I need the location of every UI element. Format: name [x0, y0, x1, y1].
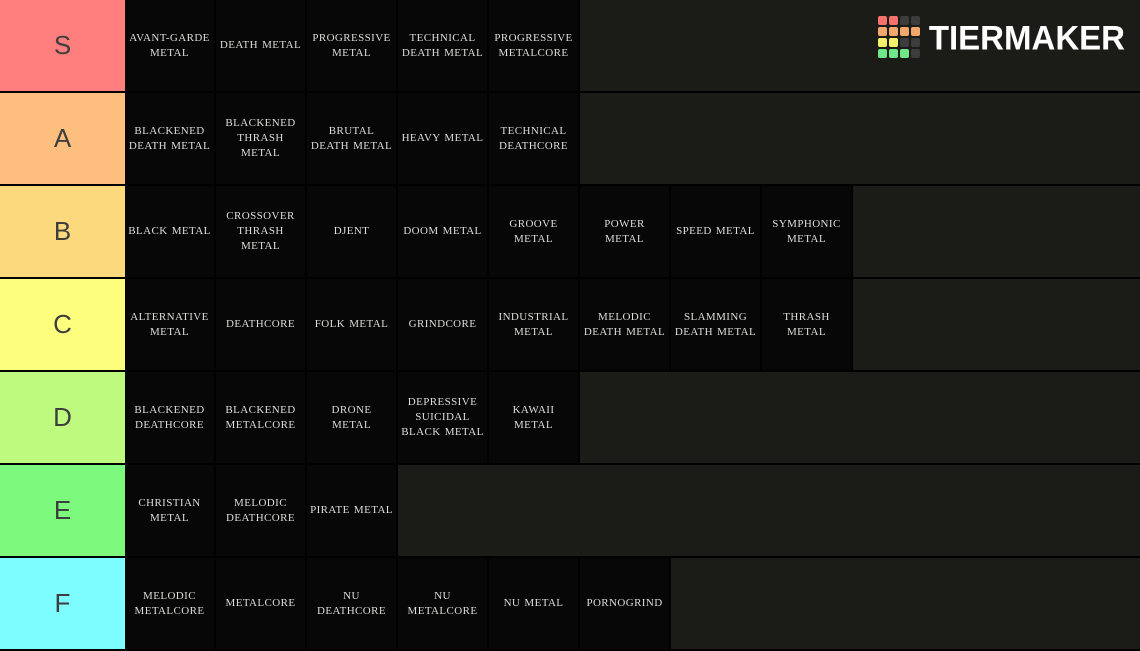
grid-square — [877, 27, 887, 36]
tier-item[interactable]: DEATH METAL — [216, 0, 307, 91]
tier-item[interactable]: TECHNICAL DEATHCORE — [489, 93, 580, 184]
tier-item[interactable]: SPEED METAL — [671, 186, 762, 277]
tier-item[interactable]: PROGRESSIVE METALCORE — [489, 0, 580, 91]
tier-row-a: A BLACKENED DEATH METAL BLACKENED THRASH… — [0, 93, 1140, 184]
tier-item[interactable]: NU METAL — [489, 558, 580, 649]
tier-tiles: MELODIC METALCORE METALCORE NU DEATHCORE… — [125, 558, 671, 649]
tier-label-e: E — [0, 465, 125, 556]
grid-square — [877, 16, 887, 25]
tier-tiles: BLACKENED DEATH METAL BLACKENED THRASH M… — [125, 93, 580, 184]
grid-square — [888, 16, 898, 25]
row-empty-space — [580, 0, 1140, 91]
grid-square — [899, 27, 909, 36]
tier-item[interactable]: PIRATE METAL — [307, 465, 398, 556]
row-empty-space — [580, 372, 1140, 463]
grid-square — [910, 16, 920, 25]
tier-tiles: BLACK METAL CROSSOVER THRASH METAL DJENT… — [125, 186, 853, 277]
tier-item[interactable]: MELODIC DEATHCORE — [216, 465, 307, 556]
tier-item[interactable]: THRASH METAL — [762, 279, 853, 370]
tier-item[interactable]: DEPRESSIVE SUICIDAL BLACK METAL — [398, 372, 489, 463]
tier-tiles: BLACKENED DEATHCORE BLACKENED METALCORE … — [125, 372, 580, 463]
tier-label-f: F — [0, 558, 125, 649]
tier-item[interactable]: BLACKENED THRASH METAL — [216, 93, 307, 184]
tier-item[interactable]: GROOVE METAL — [489, 186, 580, 277]
grid-square — [899, 16, 909, 25]
tier-tiles: CHRISTIAN METAL MELODIC DEATHCORE PIRATE… — [125, 465, 398, 556]
grid-square — [910, 49, 920, 58]
tier-item[interactable]: PORNOGRIND — [580, 558, 671, 649]
grid-square — [888, 38, 898, 47]
tier-item[interactable]: METALCORE — [216, 558, 307, 649]
tier-item[interactable]: SLAMMING DEATH METAL — [671, 279, 762, 370]
tier-item[interactable]: INDUSTRIAL METAL — [489, 279, 580, 370]
tier-item[interactable]: KAWAII METAL — [489, 372, 580, 463]
row-empty-space — [580, 93, 1140, 184]
tier-label-d: D — [0, 372, 125, 463]
tier-item[interactable]: DEATHCORE — [216, 279, 307, 370]
tiermaker-logo: TIERMAKER — [877, 16, 1125, 58]
grid-square — [910, 27, 920, 36]
tier-label-b: B — [0, 186, 125, 277]
tier-row-s: S AVANT-GARDE METAL DEATH METAL PROGRESS… — [0, 0, 1140, 91]
row-empty-space — [398, 465, 1140, 556]
tier-item[interactable]: ALTERNATIVE METAL — [125, 279, 216, 370]
tier-item[interactable]: BLACKENED DEATH METAL — [125, 93, 216, 184]
tier-item[interactable]: CROSSOVER THRASH METAL — [216, 186, 307, 277]
tier-item[interactable]: FOLK METAL — [307, 279, 398, 370]
tier-item[interactable]: BLACKENED DEATHCORE — [125, 372, 216, 463]
tier-item[interactable]: SYMPHONIC METAL — [762, 186, 853, 277]
tier-item[interactable]: NU METALCORE — [398, 558, 489, 649]
tier-item[interactable]: CHRISTIAN METAL — [125, 465, 216, 556]
tier-row-d: D BLACKENED DEATHCORE BLACKENED METALCOR… — [0, 372, 1140, 463]
row-empty-space — [853, 186, 1140, 277]
tier-tiles: AVANT-GARDE METAL DEATH METAL PROGRESSIV… — [125, 0, 580, 91]
tier-tiles: ALTERNATIVE METAL DEATHCORE FOLK METAL G… — [125, 279, 853, 370]
grid-square — [888, 27, 898, 36]
tier-label-c: C — [0, 279, 125, 370]
tier-item[interactable]: POWER METAL — [580, 186, 671, 277]
row-empty-space — [853, 279, 1140, 370]
tier-item[interactable]: DRONE METAL — [307, 372, 398, 463]
tier-item[interactable]: MELODIC METALCORE — [125, 558, 216, 649]
tier-item[interactable]: GRINDCORE — [398, 279, 489, 370]
tier-label-a: A — [0, 93, 125, 184]
tier-row-f: F MELODIC METALCORE METALCORE NU DEATHCO… — [0, 558, 1140, 649]
tier-item[interactable]: NU DEATHCORE — [307, 558, 398, 649]
tiermaker-grid-icon — [877, 16, 920, 58]
tier-item[interactable]: BRUTAL DEATH METAL — [307, 93, 398, 184]
tier-item[interactable]: BLACK METAL — [125, 186, 216, 277]
tier-row-b: B BLACK METAL CROSSOVER THRASH METAL DJE… — [0, 186, 1140, 277]
tiermaker-logo-text: TIERMAKER — [928, 17, 1125, 57]
tier-item[interactable]: TECHNICAL DEATH METAL — [398, 0, 489, 91]
grid-square — [899, 49, 909, 58]
tier-item[interactable]: AVANT-GARDE METAL — [125, 0, 216, 91]
tier-item[interactable]: DJENT — [307, 186, 398, 277]
tier-item[interactable]: MELODIC DEATH METAL — [580, 279, 671, 370]
row-empty-space — [671, 558, 1140, 649]
tier-item[interactable]: BLACKENED METALCORE — [216, 372, 307, 463]
grid-square — [888, 49, 898, 58]
tier-row-c: C ALTERNATIVE METAL DEATHCORE FOLK METAL… — [0, 279, 1140, 370]
tier-item[interactable]: HEAVY METAL — [398, 93, 489, 184]
tier-item[interactable]: PROGRESSIVE METAL — [307, 0, 398, 91]
grid-square — [877, 49, 887, 58]
tier-label-s: S — [0, 0, 125, 91]
tier-row-e: E CHRISTIAN METAL MELODIC DEATHCORE PIRA… — [0, 465, 1140, 556]
grid-square — [899, 38, 909, 47]
grid-square — [877, 38, 887, 47]
grid-square — [910, 38, 920, 47]
tier-item[interactable]: DOOM METAL — [398, 186, 489, 277]
